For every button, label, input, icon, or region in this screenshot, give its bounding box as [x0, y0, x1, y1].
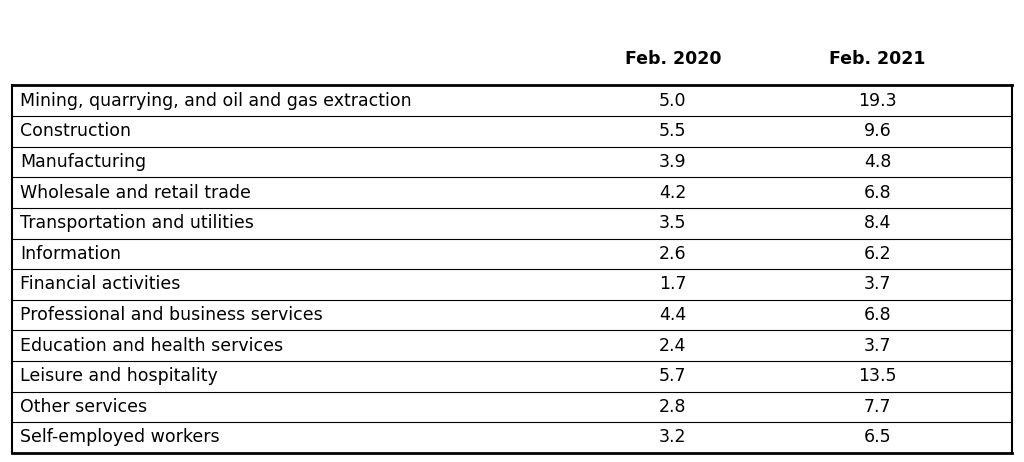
Text: 3.9: 3.9: [659, 153, 686, 171]
Text: Self-employed workers: Self-employed workers: [20, 428, 220, 446]
Text: 6.5: 6.5: [864, 428, 891, 446]
Text: 13.5: 13.5: [858, 367, 897, 385]
Text: Feb. 2021: Feb. 2021: [829, 50, 926, 68]
Text: Leisure and hospitality: Leisure and hospitality: [20, 367, 218, 385]
Text: 7.7: 7.7: [864, 398, 891, 416]
Text: Professional and business services: Professional and business services: [20, 306, 324, 324]
Text: Manufacturing: Manufacturing: [20, 153, 146, 171]
Text: 3.2: 3.2: [659, 428, 686, 446]
Text: Financial activities: Financial activities: [20, 275, 181, 293]
Text: Information: Information: [20, 245, 122, 263]
Text: 6.2: 6.2: [864, 245, 891, 263]
Text: 9.6: 9.6: [863, 122, 892, 140]
Text: 4.4: 4.4: [659, 306, 686, 324]
Text: 8.4: 8.4: [864, 214, 891, 232]
Text: Education and health services: Education and health services: [20, 337, 284, 355]
Text: 6.8: 6.8: [864, 183, 891, 201]
Text: 3.5: 3.5: [659, 214, 686, 232]
Text: 2.8: 2.8: [659, 398, 686, 416]
Text: Feb. 2020: Feb. 2020: [625, 50, 721, 68]
Text: Other services: Other services: [20, 398, 147, 416]
Text: 2.6: 2.6: [659, 245, 686, 263]
Text: 4.8: 4.8: [864, 153, 891, 171]
Text: 4.2: 4.2: [659, 183, 686, 201]
Text: Wholesale and retail trade: Wholesale and retail trade: [20, 183, 251, 201]
Text: 2.4: 2.4: [659, 337, 686, 355]
Text: Construction: Construction: [20, 122, 131, 140]
Text: 19.3: 19.3: [858, 92, 897, 110]
Text: 5.5: 5.5: [659, 122, 686, 140]
Text: 1.7: 1.7: [659, 275, 686, 293]
Text: 5.0: 5.0: [659, 92, 686, 110]
Text: Mining, quarrying, and oil and gas extraction: Mining, quarrying, and oil and gas extra…: [20, 92, 412, 110]
Text: 3.7: 3.7: [864, 275, 891, 293]
Text: Transportation and utilities: Transportation and utilities: [20, 214, 254, 232]
Text: 6.8: 6.8: [864, 306, 891, 324]
Text: 5.7: 5.7: [659, 367, 686, 385]
Text: 3.7: 3.7: [864, 337, 891, 355]
